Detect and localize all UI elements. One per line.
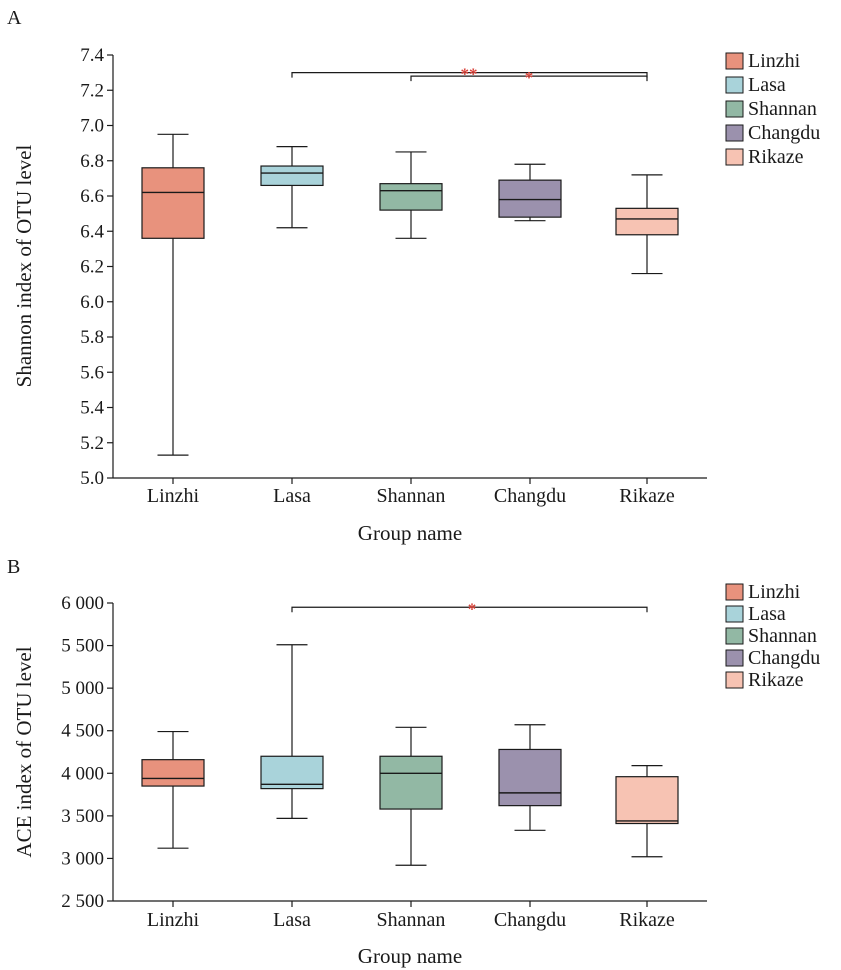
y-tick-label: 2 500 (61, 891, 104, 912)
box-iqr (498, 748, 562, 807)
box-lasa (260, 644, 324, 820)
y-tick-label: 6.6 (80, 186, 104, 207)
y-tick-label: 6.0 (80, 292, 104, 313)
y-tick-label: 5.8 (80, 327, 104, 348)
box-iqr (379, 183, 443, 211)
x-tick-label: Linzhi (147, 909, 200, 931)
legend-swatch (725, 148, 744, 166)
legend-swatch (725, 649, 744, 667)
x-tick-label: Rikaze (619, 909, 675, 931)
significance-label: ** (461, 65, 478, 84)
significance-bracket: * (410, 68, 648, 87)
box-changdu (498, 724, 562, 831)
box-shannan (379, 726, 443, 866)
box-iqr (615, 776, 679, 825)
legend-swatch (725, 76, 744, 94)
box-linzhi (141, 133, 205, 456)
y-tick-label: 6 000 (61, 593, 104, 614)
x-axis-title: Group name (358, 521, 462, 545)
y-axis-title: ACE index of OTU level (12, 646, 36, 857)
x-tick-label: Rikaze (619, 485, 675, 507)
legend-swatch (725, 671, 744, 689)
y-tick-label: 4 000 (61, 763, 104, 784)
x-tick-label: Lasa (273, 485, 311, 507)
legend-swatch (725, 124, 744, 142)
y-tick-label: 6.2 (80, 257, 104, 278)
bracket-line (410, 75, 648, 82)
box-iqr (141, 759, 205, 787)
box-iqr (379, 755, 443, 810)
panel-label: B (7, 556, 20, 578)
box-iqr (141, 167, 205, 239)
panel-a: A 5.0 5.2 5.4 5.6 5.8 6.0 6.2 6.4 6.6 6.8 7.0 7.2 7.4… (7, 7, 820, 545)
box-iqr (260, 165, 324, 187)
x-tick-label: Lasa (273, 909, 311, 931)
box-iqr (260, 755, 324, 790)
y-axis-title: Shannon index of OTU level (12, 145, 36, 388)
y-tick-label: 7.0 (80, 116, 104, 137)
box-lasa (260, 146, 324, 229)
y-tick-label: 5.6 (80, 362, 104, 383)
panel-label: A (7, 7, 22, 29)
panel-b: B 2 500 3 000 3 500 4 000 4 500 5 000 5 500 6 00… (7, 556, 820, 968)
legend-swatch (725, 52, 744, 70)
y-tick-label: 5.4 (80, 398, 104, 419)
legend-label: Shannan (748, 98, 817, 120)
box-linzhi (141, 730, 205, 849)
x-tick-label: Linzhi (147, 485, 200, 507)
box-shannan (379, 151, 443, 239)
legend-swatch (725, 100, 744, 118)
legend-label: Changdu (748, 122, 820, 144)
y-tick-label: 5.2 (80, 433, 104, 454)
box-rikaze (615, 174, 679, 275)
legend-swatch (725, 605, 744, 623)
box-rikaze (615, 765, 679, 858)
y-tick-label: 6.8 (80, 151, 104, 172)
y-tick-label: 5 000 (61, 678, 104, 699)
significance-bracket: ** (291, 65, 648, 84)
legend-label: Shannan (748, 625, 817, 647)
y-tick-label: 3 500 (61, 806, 104, 827)
bracket-line (291, 72, 648, 78)
bracket-line (291, 606, 648, 613)
legend-label: Linzhi (748, 581, 801, 603)
y-tick-label: 5 500 (61, 636, 104, 657)
x-tick-label: Shannan (377, 909, 446, 931)
y-tick-label: 3 000 (61, 848, 104, 869)
legend-label: Rikaze (748, 146, 804, 168)
significance-label: * (468, 599, 477, 618)
x-tick-label: Shannan (377, 485, 446, 507)
box-iqr (498, 179, 562, 218)
legend-label: Lasa (748, 74, 786, 96)
legend-label: Linzhi (748, 50, 801, 72)
y-tick-label: 7.2 (80, 80, 104, 101)
x-tick-label: Changdu (494, 909, 566, 931)
y-tick-label: 5.0 (80, 468, 104, 489)
legend-swatch (725, 627, 744, 645)
legend-swatch (725, 583, 744, 601)
x-axis-title: Group name (358, 944, 462, 968)
box-iqr (615, 207, 679, 236)
significance-label: * (525, 68, 534, 87)
y-tick-label: 4 500 (61, 721, 104, 742)
x-tick-label: Changdu (494, 485, 566, 507)
y-tick-label: 7.4 (80, 45, 104, 66)
y-tick-label: 6.4 (80, 221, 104, 242)
legend-label: Rikaze (748, 669, 804, 691)
significance-bracket: * (291, 599, 648, 618)
box-changdu (498, 163, 562, 222)
legend-label: Changdu (748, 647, 820, 669)
legend-label: Lasa (748, 603, 786, 625)
